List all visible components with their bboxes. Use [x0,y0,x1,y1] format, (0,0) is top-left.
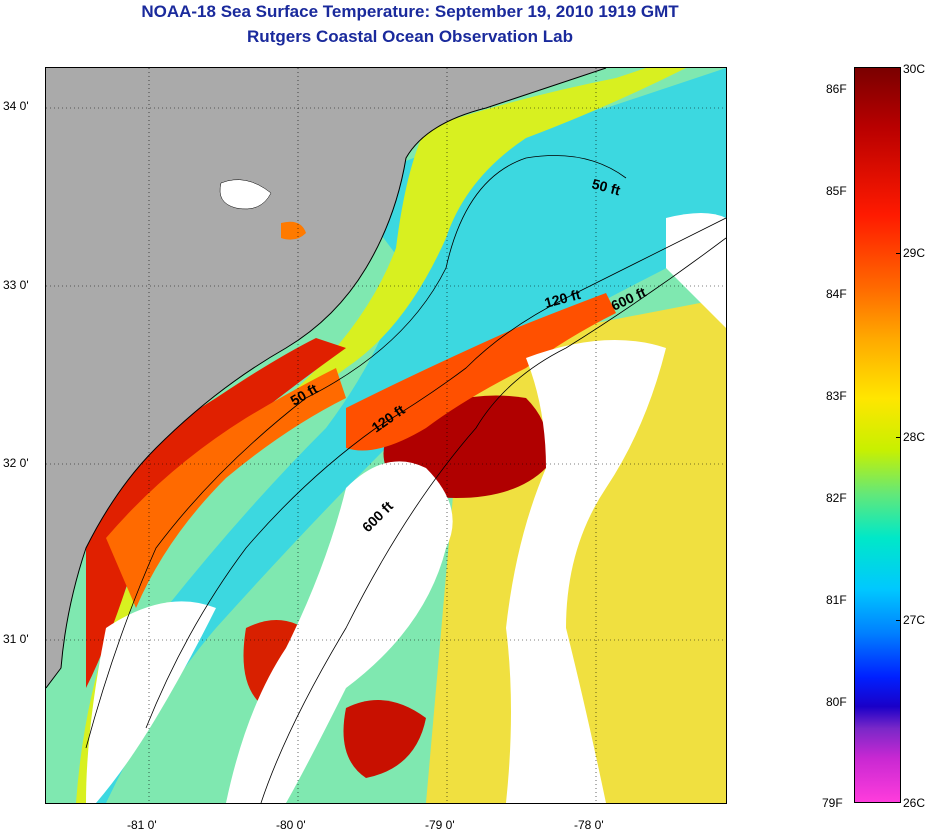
lon-label-78: -78 0' [574,818,604,832]
land-area [46,68,606,688]
inland-lake [219,179,272,210]
colorbar-label-84f: 84F [826,287,847,301]
colorbar-label-80f: 80F [826,695,847,709]
lon-label-80: -80 0' [276,818,306,832]
lat-label-32: 32 0' [3,456,29,470]
gulf-stream-edge [346,293,616,451]
cloud-cover-center [226,461,453,803]
colorbar-label-26c: 26C [903,796,926,810]
lat-label-33: 33 0' [3,278,29,292]
cloud-cover-far-east [666,213,726,328]
cloud-cover-east [506,340,666,803]
map-subtitle: Rutgers Coastal Ocean Observation Lab [247,27,573,46]
graticule [46,68,726,803]
colorbar-tick-28c [896,437,901,438]
map-title: NOAA-18 Sea Surface Temperature: Septemb… [141,2,679,21]
colorbar-tick-27c [896,620,901,621]
contour-120ft [145,217,726,729]
colorbar-label-83f: 83F [826,389,847,403]
cloud-cover-southwest [86,601,216,803]
lon-label-81: -81 0' [127,818,157,832]
colorbar-label-79f: 79F [822,796,843,810]
coastline [46,68,607,689]
colorbar-label-27c: 27C [903,613,926,627]
colorbar-label-81f: 81F [826,593,847,607]
colorbar-label-82f: 82F [826,491,847,505]
contour-600ft [260,237,726,803]
sst-map: 50 ft 120 ft 600 ft 50 ft 120 ft 600 ft [45,67,727,804]
nearshore-orange-band [106,368,346,608]
inland-lake-2 [281,221,306,240]
southern-warm-patch-2 [343,700,426,778]
colorbar-label-85f: 85F [826,184,847,198]
colorbar-label-29c: 29C [903,246,926,260]
temperature-colorbar [854,67,901,803]
colorbar-label-86f: 86F [826,82,847,96]
colorbar-label-30c: 30C [903,62,926,76]
colorbar-label-28c: 28C [903,430,926,444]
lon-label-79: -79 0' [425,818,455,832]
lat-label-34: 34 0' [3,99,29,113]
contour-label-50ft-north: 50 ft [590,175,622,198]
colorbar-tick-29c [896,253,901,254]
contour-50ft [85,155,627,749]
lat-label-31: 31 0' [3,632,29,646]
